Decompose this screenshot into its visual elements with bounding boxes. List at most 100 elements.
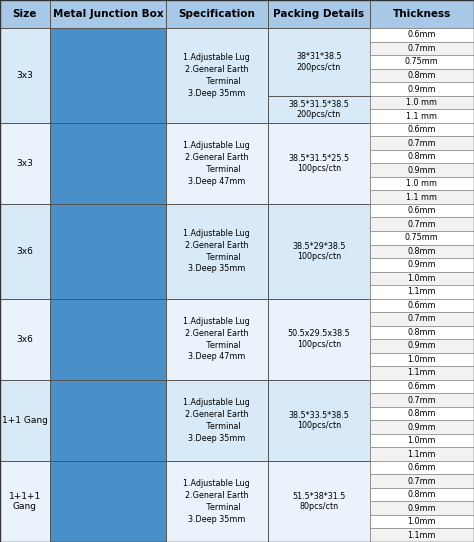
Bar [370,501,474,515]
Text: 0.6mm: 0.6mm [408,301,436,310]
Bar [166,28,268,123]
Bar [0,123,50,204]
Text: 0.75mm: 0.75mm [405,233,439,242]
Text: 0.8mm: 0.8mm [408,152,436,161]
Bar [268,380,370,461]
Text: Thickness: Thickness [393,9,451,19]
Bar [50,123,166,204]
Text: 0.8mm: 0.8mm [408,328,436,337]
Text: 0.6mm: 0.6mm [408,30,436,40]
Text: 1.1 mm: 1.1 mm [406,112,438,120]
Text: 0.6mm: 0.6mm [408,382,436,391]
Bar [370,339,474,353]
Text: 0.9mm: 0.9mm [408,341,436,351]
Text: 38.5*29*38.5
100pcs/ctn: 38.5*29*38.5 100pcs/ctn [292,242,346,261]
Bar [268,28,370,123]
Bar [370,272,474,285]
Text: Metal Junction Box: Metal Junction Box [53,9,163,19]
Bar [370,312,474,326]
Text: 1.1 mm: 1.1 mm [406,193,438,202]
Bar [166,204,268,299]
Bar [370,420,474,434]
Bar [0,28,50,123]
Bar [0,380,50,461]
Text: 0.9mm: 0.9mm [408,166,436,175]
Text: 50.5x29.5x38.5
100pcs/ctn: 50.5x29.5x38.5 100pcs/ctn [287,330,350,349]
Text: 1.Adjustable Lug
2.General Earth
     Terminal
3.Deep 35mm: 1.Adjustable Lug 2.General Earth Termina… [183,53,250,98]
Bar [370,474,474,488]
Bar [370,447,474,461]
Bar [370,258,474,272]
Text: 1.1mm: 1.1mm [408,450,436,459]
Bar [370,407,474,420]
Bar [370,528,474,542]
Text: Size: Size [13,9,37,19]
Bar [370,28,474,42]
Text: 0.8mm: 0.8mm [408,247,436,256]
Text: 1.1mm: 1.1mm [408,531,436,540]
Bar [268,461,370,542]
Text: 0.6mm: 0.6mm [408,463,436,472]
Text: 1.0mm: 1.0mm [408,274,436,283]
Text: 1.0mm: 1.0mm [408,517,436,526]
Bar [268,0,370,28]
Bar [370,190,474,204]
Bar [0,299,50,380]
Text: 1.1mm: 1.1mm [408,287,436,296]
Bar [370,0,474,28]
Bar [370,353,474,366]
Bar [370,299,474,312]
Bar [268,123,370,204]
Text: 0.6mm: 0.6mm [408,125,436,134]
Bar [50,204,166,299]
Text: 0.7mm: 0.7mm [408,476,436,486]
Text: 0.8mm: 0.8mm [408,490,436,499]
Bar [370,488,474,501]
Text: 0.7mm: 0.7mm [408,314,436,324]
Text: 0.9mm: 0.9mm [408,504,436,513]
Bar [370,137,474,150]
Bar [0,204,50,299]
Text: 1.Adjustable Lug
2.General Earth
     Terminal
3.Deep 47mm: 1.Adjustable Lug 2.General Earth Termina… [183,141,250,185]
Bar [370,515,474,528]
Bar [166,123,268,204]
Bar [370,163,474,177]
Bar [370,42,474,55]
Text: 1.Adjustable Lug
2.General Earth
     Terminal
3.Deep 35mm: 1.Adjustable Lug 2.General Earth Termina… [183,398,250,442]
Bar [370,393,474,407]
Bar [370,109,474,123]
Text: 1.0 mm: 1.0 mm [406,179,438,188]
Text: 0.8mm: 0.8mm [408,409,436,418]
Bar [50,299,166,380]
Text: 3x6: 3x6 [17,247,33,256]
Text: 3x3: 3x3 [17,159,33,168]
Bar [0,0,50,28]
Text: 1.1mm: 1.1mm [408,369,436,377]
Bar [370,285,474,299]
Text: 38.5*31.5*25.5
100pcs/ctn: 38.5*31.5*25.5 100pcs/ctn [288,154,349,173]
Text: 1+1 Gang: 1+1 Gang [2,416,48,425]
Text: 0.8mm: 0.8mm [408,71,436,80]
Text: 0.7mm: 0.7mm [408,44,436,53]
Bar [166,0,268,28]
Bar [370,231,474,244]
Text: Packing Details: Packing Details [273,9,365,19]
Text: 38.5*31.5*38.5
200pcs/ctn: 38.5*31.5*38.5 200pcs/ctn [288,100,349,119]
Text: 38*31*38.5
200pcs/ctn: 38*31*38.5 200pcs/ctn [296,52,342,72]
Bar [370,366,474,380]
Bar [370,217,474,231]
Text: 0.7mm: 0.7mm [408,139,436,147]
Bar [370,69,474,82]
Bar [0,461,50,542]
Text: 0.75mm: 0.75mm [405,57,439,67]
Bar [50,380,166,461]
Text: 3x3: 3x3 [17,71,33,80]
Bar [50,0,166,28]
Bar [268,204,370,299]
Text: 0.6mm: 0.6mm [408,206,436,215]
Text: 0.7mm: 0.7mm [408,220,436,229]
Text: 0.9mm: 0.9mm [408,260,436,269]
Bar [370,55,474,69]
Bar [370,434,474,447]
Bar [370,96,474,109]
